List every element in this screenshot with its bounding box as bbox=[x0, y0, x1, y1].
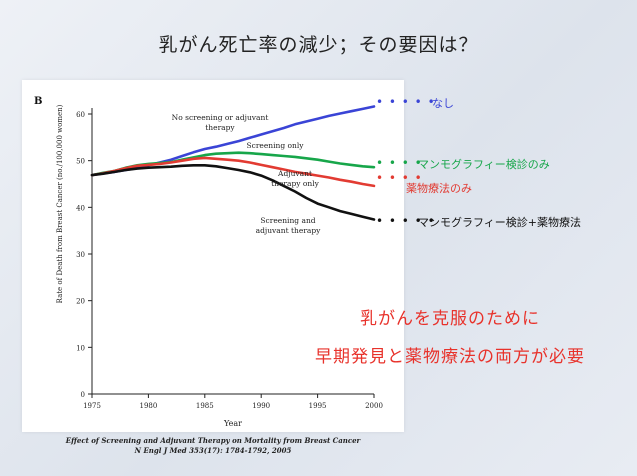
y-tick-label-10: 10 bbox=[76, 344, 85, 352]
y-tick-label-50: 50 bbox=[76, 158, 85, 166]
y-axis-label: Rate of Death from Breast Cancer (no./10… bbox=[56, 104, 64, 303]
annotation-screening-0: Screening only bbox=[246, 141, 304, 150]
annotation-both-1: adjuvant therapy bbox=[256, 226, 322, 235]
series-line-adjuvant bbox=[90, 156, 376, 188]
source-caption: Effect of Screening and Adjuvant Therapy… bbox=[22, 436, 404, 456]
message-line-1: 乳がんを克服のために bbox=[360, 309, 540, 329]
annotation-both-0: Screening and bbox=[260, 216, 315, 225]
x-tick-label-1975: 1975 bbox=[83, 402, 101, 410]
chart-panel: B 0 10 20 30 40 50 60 1975 1980 1985 1990 1995 2000 Ye… bbox=[22, 80, 404, 432]
y-tick-label-40: 40 bbox=[76, 204, 85, 212]
mortality-chart: B 0 10 20 30 40 50 60 1975 1980 1985 1990 1995 2000 Ye… bbox=[34, 96, 383, 428]
y-tick-label-30: 30 bbox=[76, 251, 85, 259]
series-line-both bbox=[90, 164, 376, 221]
x-tick-label-1995: 1995 bbox=[309, 402, 327, 410]
label-none: なし bbox=[432, 97, 454, 110]
caption-line-2: N Engl J Med 353(17): 1784-1792, 2005 bbox=[134, 446, 292, 455]
label-adjuvant-dots: • • • • bbox=[376, 171, 423, 185]
panel-label: B bbox=[34, 96, 42, 107]
annotation-none-0: No screening or adjuvant bbox=[172, 113, 269, 122]
series-line-screening bbox=[90, 151, 376, 177]
label-screening-dots: • • • • bbox=[376, 156, 423, 170]
x-tick-label-1990: 1990 bbox=[252, 402, 270, 410]
y-tick-label-60: 60 bbox=[76, 111, 85, 119]
y-tick-label-20: 20 bbox=[76, 298, 85, 306]
label-both: マンモグラフィー検診+薬物療法 bbox=[418, 216, 581, 229]
label-none-dots: • • • • • bbox=[376, 95, 436, 109]
label-both-dots: • • • • • bbox=[376, 214, 436, 228]
x-tick-label-1980: 1980 bbox=[139, 402, 157, 410]
x-tick-label-2000: 2000 bbox=[365, 402, 383, 410]
y-tick-label-0: 0 bbox=[81, 391, 85, 399]
x-tick-label-1985: 1985 bbox=[196, 402, 214, 410]
annotation-none-1: therapy bbox=[205, 123, 235, 132]
slide-title: 乳がん死亡率の減少；その要因は？ bbox=[158, 34, 479, 56]
caption-line-1: Effect of Screening and Adjuvant Therapy… bbox=[65, 436, 361, 445]
annotation-adjuvant-1: therapy only bbox=[271, 179, 320, 188]
annotation-adjuvant-0: Adjuvant bbox=[277, 169, 312, 178]
message-line-2: 早期発見と薬物療法の両方が必要 bbox=[315, 347, 585, 367]
x-axis-label: Year bbox=[223, 419, 242, 428]
label-screening: マンモグラフィー検診のみ bbox=[418, 158, 550, 171]
label-adjuvant: 薬物療法のみ bbox=[406, 182, 472, 195]
